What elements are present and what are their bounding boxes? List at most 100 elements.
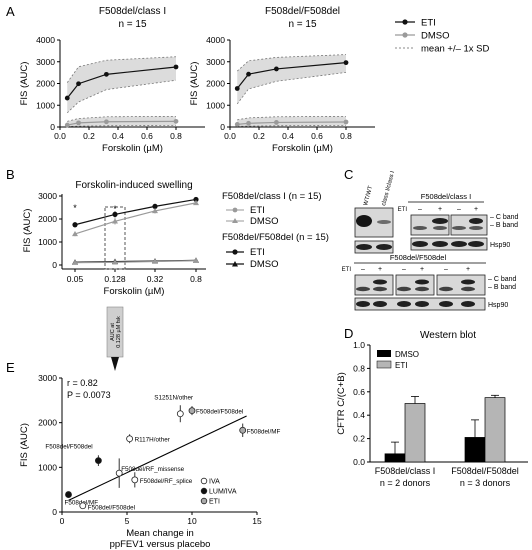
category-label: F508del/F508del bbox=[451, 466, 519, 476]
arrow-label-line2: 0.128 µM fsk bbox=[116, 316, 122, 348]
point-eti bbox=[239, 426, 247, 434]
legend-label: DMSO bbox=[421, 31, 450, 42]
point-eti bbox=[173, 64, 179, 70]
band bbox=[432, 218, 448, 224]
point-eti bbox=[76, 81, 81, 87]
y-tick-label: 3000 bbox=[206, 57, 225, 67]
blot-frame bbox=[354, 274, 394, 296]
x-tick-label: 5 bbox=[125, 516, 130, 526]
eti-sign: – bbox=[402, 266, 406, 273]
band bbox=[432, 241, 448, 247]
y-tick-label: 1000 bbox=[38, 462, 57, 472]
y-tick-label: 0.2 bbox=[353, 434, 365, 444]
point-eti bbox=[152, 203, 158, 209]
line-eti bbox=[74, 198, 197, 226]
regression-line bbox=[68, 415, 247, 501]
y-tick-label: 0 bbox=[220, 122, 225, 132]
band bbox=[397, 301, 411, 307]
legend-label: ETI bbox=[250, 247, 265, 258]
stat-p: P = 0.0073 bbox=[67, 390, 111, 400]
y-tick-label: 2000 bbox=[36, 79, 55, 89]
band bbox=[397, 286, 411, 292]
eti-sign: – bbox=[444, 266, 448, 273]
sd-band-eti bbox=[237, 54, 346, 104]
band bbox=[415, 286, 429, 292]
point-dmso bbox=[274, 120, 279, 125]
x-tick-label: 0.05 bbox=[67, 274, 84, 284]
sd-bound-lower bbox=[67, 125, 177, 127]
band bbox=[373, 279, 387, 285]
point-label: S1251N/other bbox=[154, 395, 193, 402]
eti-sign: + bbox=[378, 266, 382, 273]
y-tick-label: 2000 bbox=[206, 79, 225, 89]
legend-marker bbox=[200, 487, 208, 495]
chart-a-f508del: F508del/F508del n = 15 0 1000 2000 3000 4000 0.… bbox=[189, 6, 375, 154]
point-label: F508del/F508del bbox=[88, 505, 135, 512]
legend-marker bbox=[232, 218, 238, 223]
sd-band-eti bbox=[67, 56, 176, 113]
y-tick-label: 2000 bbox=[38, 214, 57, 224]
band bbox=[439, 301, 453, 307]
band bbox=[356, 286, 370, 292]
x-tick-label: 15 bbox=[252, 516, 262, 526]
chart-d-western-blot: Western blot 0.0 0.2 0.4 0.6 0.8 1.0 CFTR C/(C+… bbox=[336, 330, 528, 488]
x-axis-label: Forskolin (µM) bbox=[102, 143, 163, 154]
legend-marker bbox=[402, 32, 408, 38]
lane-label: WT/WT bbox=[363, 185, 374, 207]
legend-label: mean +/– 1x SD bbox=[421, 44, 490, 55]
category-sublabel: n = 3 donors bbox=[460, 478, 511, 488]
y-tick-label: 4000 bbox=[36, 35, 55, 45]
eti-sign: – bbox=[361, 266, 365, 273]
point-dmso bbox=[343, 119, 349, 125]
arrow-head bbox=[111, 357, 119, 371]
category-sublabel: n = 2 donors bbox=[380, 478, 431, 488]
x-tick-label: 0 bbox=[60, 516, 65, 526]
chart-subtitle: n = 15 bbox=[118, 19, 147, 30]
y-tick-label: 1000 bbox=[36, 100, 55, 110]
y-tick-label: 0.6 bbox=[353, 387, 365, 397]
chart-title: F508del/class I bbox=[99, 6, 166, 17]
lane-label: class I/class I bbox=[381, 170, 396, 206]
band bbox=[377, 220, 391, 224]
x-tick-label: 0.0 bbox=[224, 131, 236, 141]
legend-swatch-eti bbox=[376, 360, 392, 369]
line-eti bbox=[236, 62, 347, 89]
band bbox=[461, 301, 475, 307]
band bbox=[452, 226, 466, 230]
y-tick-label: 0.0 bbox=[353, 457, 365, 467]
band bbox=[469, 226, 483, 230]
y-tick-label: 1000 bbox=[38, 237, 57, 247]
y-tick-label: 2000 bbox=[38, 418, 57, 428]
point-eti bbox=[343, 60, 349, 66]
chart-a-legend: ETI DMSO mean +/– 1x SD bbox=[395, 18, 490, 55]
band bbox=[415, 279, 429, 285]
point-dmso bbox=[246, 120, 251, 126]
point-eti bbox=[188, 407, 196, 415]
hsp90-label: Hsp90 bbox=[488, 302, 508, 309]
x-axis-label: Forskolin (µM) bbox=[104, 286, 165, 297]
sd-band-dmso bbox=[237, 116, 346, 127]
x-tick-label: 0.4 bbox=[112, 131, 124, 141]
blot-frame bbox=[436, 274, 486, 296]
western-blot-images: WT/WT class I/class I F508del/class I ETI – +… bbox=[342, 170, 519, 311]
hsp90-label: Hsp90 bbox=[490, 242, 510, 249]
significance-star: * bbox=[73, 203, 77, 213]
point-iva bbox=[131, 476, 139, 484]
legend-label: LUM/IVA bbox=[209, 489, 237, 496]
line-dmso bbox=[74, 202, 197, 235]
legend-group-title: F508del/F508del (n = 15) bbox=[222, 232, 329, 243]
point-label: F508del/RF_missense bbox=[121, 466, 184, 473]
blot-frame bbox=[410, 237, 488, 251]
x-tick-label: 0.6 bbox=[141, 131, 153, 141]
b-band-label: – B band bbox=[488, 284, 516, 291]
sd-bound-lower bbox=[66, 79, 177, 114]
eti-sign: + bbox=[420, 266, 424, 273]
sd-bound-upper bbox=[237, 115, 347, 121]
blot-frame bbox=[395, 274, 435, 296]
eti-sign: + bbox=[438, 206, 442, 213]
bar-dmso bbox=[464, 437, 486, 463]
point-dmso bbox=[193, 199, 199, 206]
x-tick-label: 0.4 bbox=[282, 131, 294, 141]
legend-label: ETI bbox=[250, 205, 265, 216]
